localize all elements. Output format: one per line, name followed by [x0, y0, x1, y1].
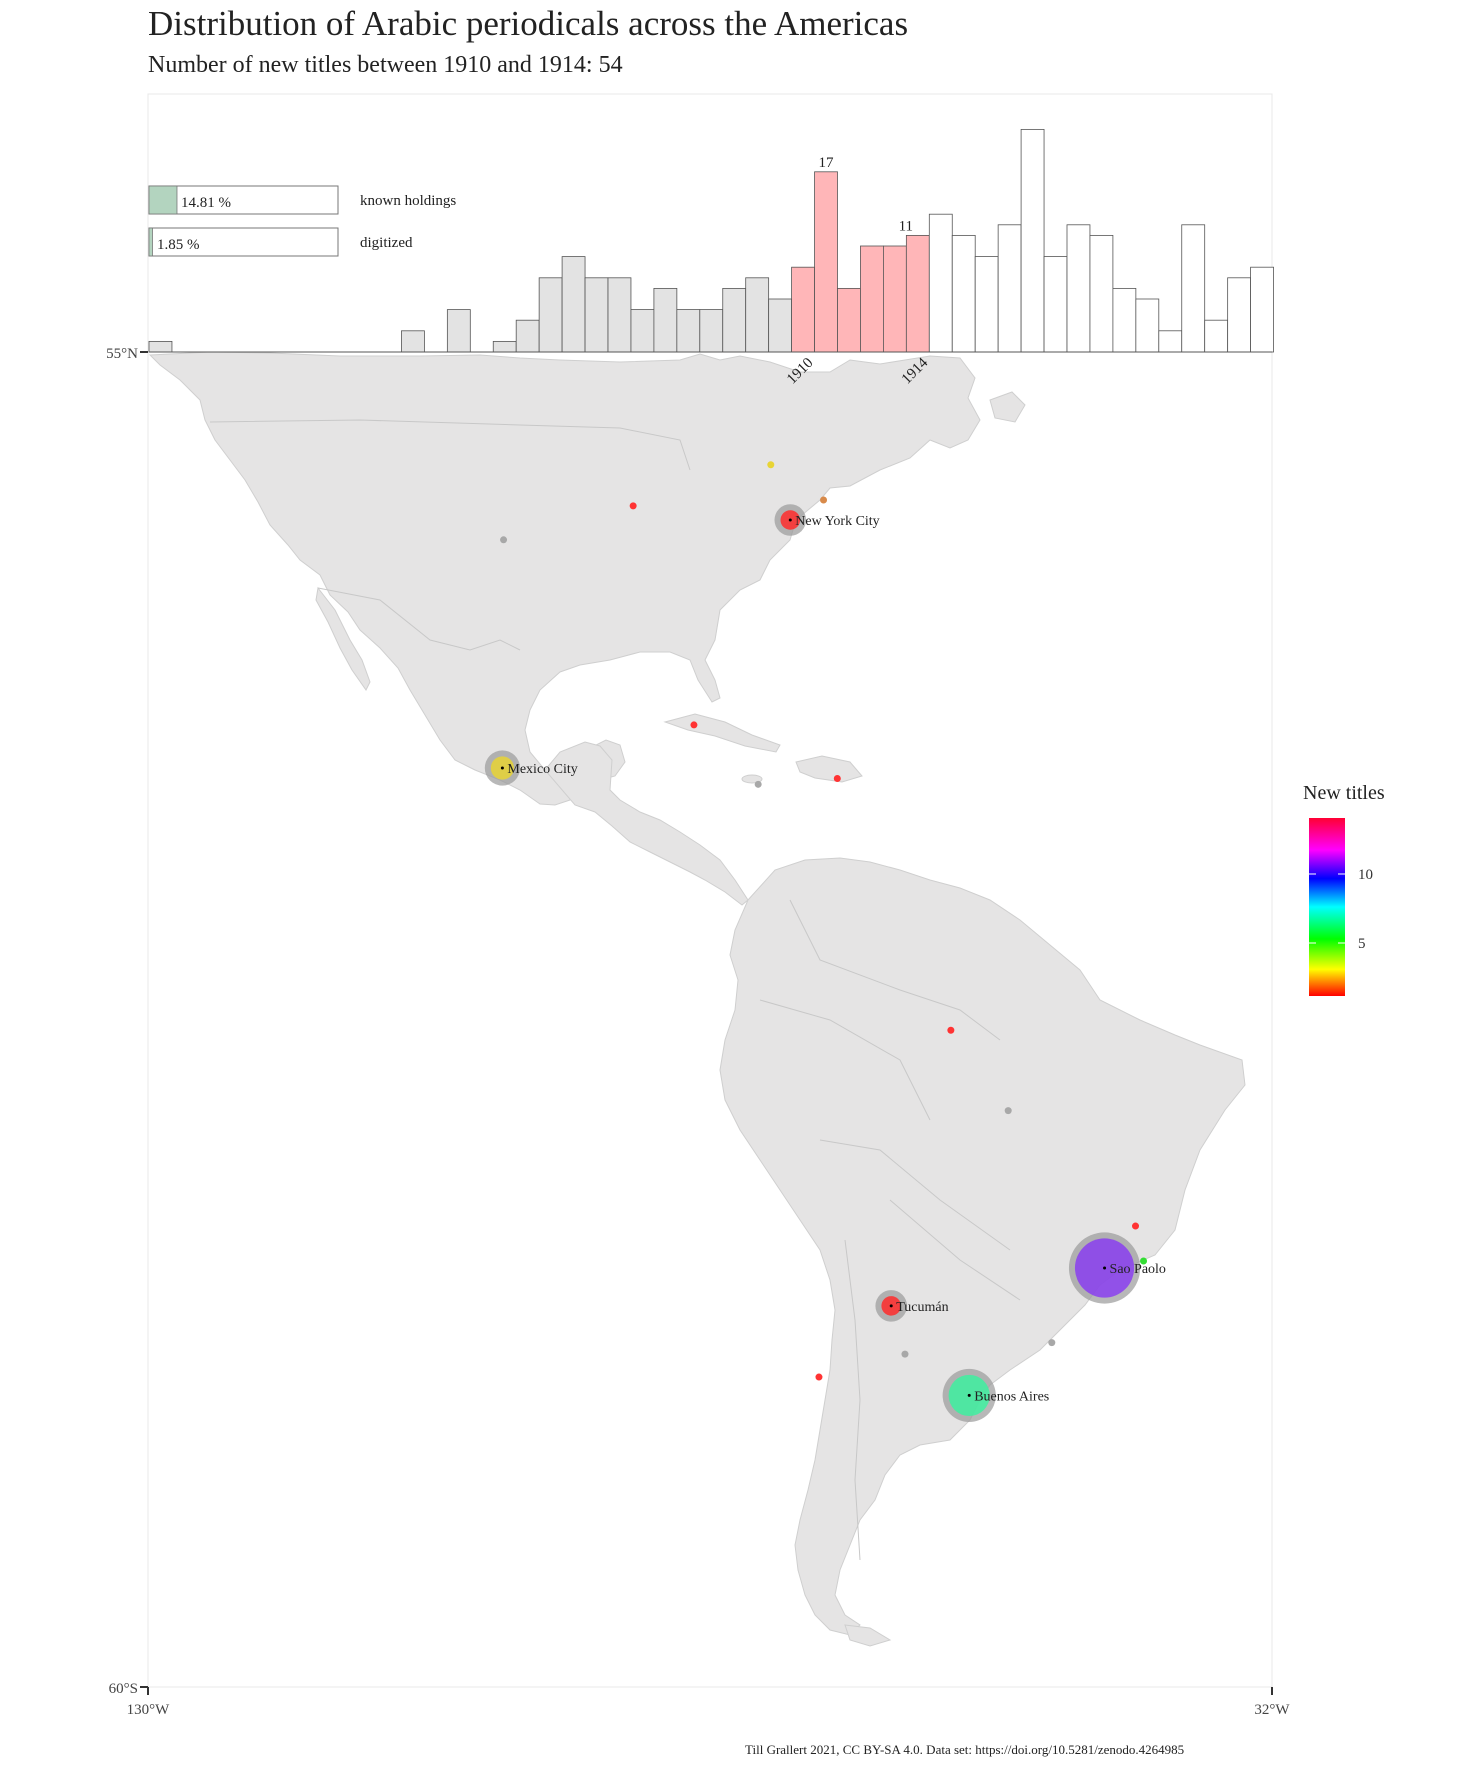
histogram-bar [538, 277, 563, 353]
hispaniola [795, 755, 863, 783]
city-point [967, 1393, 971, 1397]
histogram-bar [607, 277, 632, 353]
lat-label-bottom: 60°S [109, 1681, 138, 1697]
histogram-bar [883, 245, 907, 353]
city-point [788, 518, 792, 522]
histogram-bar [722, 287, 747, 353]
histogram-bar [561, 256, 586, 353]
stat-bar-fill [148, 227, 153, 257]
histogram-bar [1066, 224, 1091, 353]
stat-bar-frame [148, 227, 339, 257]
city-point [500, 766, 504, 770]
newfoundland [989, 391, 1026, 423]
holdings-stats: 14.81 % known holdings 1.85 % digitized [148, 185, 456, 257]
city-point [889, 1304, 893, 1308]
histogram-bar [584, 277, 609, 353]
map-title: Distribution of Arabic periodicals acros… [148, 4, 909, 43]
unassigned-location-dot [500, 536, 508, 544]
country-borders [209, 419, 1021, 1561]
city-label: Mexico City [507, 762, 577, 777]
histogram-end-label: 11 [899, 218, 913, 234]
histogram-bar [837, 287, 861, 353]
histogram-bar [1135, 298, 1160, 353]
minor-location-dot [1132, 1222, 1140, 1230]
north-america-land [148, 351, 981, 806]
stat-label: digitized [360, 235, 413, 251]
baja-california [315, 586, 371, 691]
city-markers: New York City Mexico City Sao Paolo Tucumán… [484, 461, 1166, 1423]
histogram-bar [1204, 319, 1229, 353]
lon-label-left: 130°W [127, 1702, 170, 1718]
minor-location-dot [815, 1373, 823, 1381]
histogram-bar [653, 287, 678, 353]
minor-location-dot [690, 721, 698, 729]
unassigned-location-dot [1048, 1339, 1056, 1347]
unassigned-location-dot [901, 1350, 909, 1358]
histogram-bar [676, 309, 701, 353]
histogram-bar [1158, 330, 1183, 353]
histogram-bar [148, 340, 173, 353]
histogram-bar [951, 234, 976, 353]
city-label: Sao Paolo [1110, 1262, 1166, 1277]
histogram-bar [745, 277, 770, 353]
lon-label-right: 32°W [1254, 1702, 1290, 1718]
histogram-bar [630, 309, 655, 353]
minor-location-dot [767, 461, 775, 469]
city-label: Buenos Aires [974, 1389, 1049, 1404]
minor-location-dot [833, 774, 841, 782]
minor-location-dot [947, 1026, 955, 1034]
legend-title: New titles [1303, 782, 1385, 804]
histogram-bar [997, 224, 1022, 353]
histogram-bar [492, 340, 517, 353]
city-label: New York City [795, 514, 879, 529]
stat-bar-fill [148, 185, 178, 215]
tierra-del-fuego [844, 1624, 892, 1647]
lat-label-top: 55°N [106, 346, 138, 362]
histogram-bar [446, 309, 471, 353]
city-label: Tucumán [896, 1300, 948, 1315]
histogram-bar [768, 298, 793, 353]
legend-tick-5: 5 [1358, 936, 1366, 952]
unassigned-location-dot [754, 780, 762, 788]
legend-tick-marks [1309, 873, 1345, 944]
central-america-land [544, 741, 749, 906]
map-subtitle: Number of new titles between 1910 and 19… [148, 52, 623, 78]
legend-color-bar [1309, 818, 1345, 996]
histogram-bar [515, 319, 540, 353]
histogram-bar [905, 234, 930, 353]
histogram-bar [1181, 224, 1206, 353]
jamaica [741, 774, 763, 784]
histogram-bar [1089, 234, 1114, 353]
histogram-bar [860, 245, 884, 353]
unassigned-location-dot [1004, 1107, 1012, 1115]
city-point [1103, 1266, 1107, 1270]
axis-ticks [140, 351, 1273, 1695]
stat-value: 1.85 % [157, 237, 200, 253]
histogram-bar [1112, 287, 1137, 353]
credit-line: Till Grallert 2021, CC BY-SA 4.0. Data s… [745, 1742, 1185, 1757]
histogram-bar [1250, 266, 1274, 353]
minor-location-dot [820, 496, 828, 504]
minor-location-dot [1140, 1257, 1148, 1265]
histogram-bar [928, 213, 953, 353]
cuba [663, 713, 781, 753]
histogram-bar [1043, 256, 1068, 353]
stat-label: known holdings [360, 193, 456, 209]
histogram-bar [699, 309, 724, 353]
legend-tick-10: 10 [1358, 867, 1373, 883]
stat-value: 14.81 % [181, 195, 231, 211]
histogram-bar [814, 171, 838, 353]
histogram-bar [1227, 277, 1252, 353]
histogram-bar [401, 330, 425, 353]
histogram-bar [1020, 128, 1045, 353]
minor-location-dot [629, 502, 637, 510]
south-america-land [719, 857, 1246, 1636]
histogram-bar [974, 256, 999, 353]
stat-bar-frame [148, 185, 339, 215]
histogram-bar [791, 266, 815, 353]
histogram-peak-label: 17 [819, 155, 835, 171]
